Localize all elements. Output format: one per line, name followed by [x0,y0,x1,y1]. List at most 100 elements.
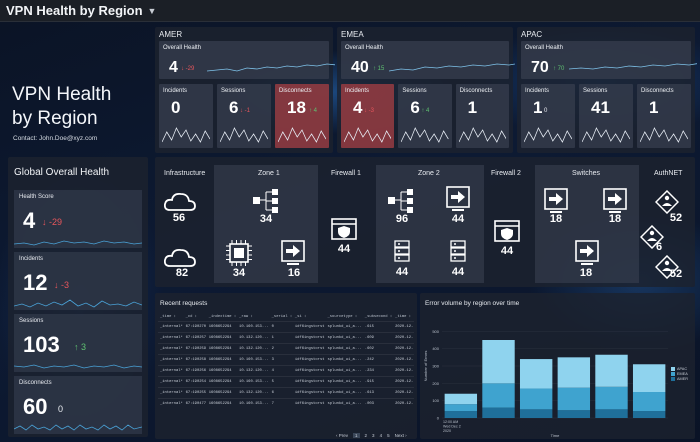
bar-amer-0[interactable] [444,411,478,418]
bar-amer-1[interactable] [482,407,515,418]
sessions-sparkline [14,364,142,369]
disconnects-tile[interactable]: Disconnects 1 [455,84,509,148]
y-tick-label: 100 [432,398,439,403]
table-cell: 2020-12- [393,397,414,409]
sessions-card[interactable]: Sessions 103 ↑ 3 [14,314,142,372]
bar-emea-4[interactable] [595,386,628,410]
column-header[interactable]: _time ↕ [160,314,176,319]
disconnects-tile[interactable]: Disconnects 1 [637,84,691,148]
column-header[interactable]: _cd ↕ [185,314,197,319]
x-tick-label: Wed Dec 2 [443,425,461,429]
arrow-box-icon[interactable] [544,188,568,214]
bar-apac-0[interactable] [444,393,478,405]
bar-apac-2[interactable] [519,359,553,389]
table-row[interactable]: _internal* 67:190256 1608652294 10.132.120.… [158,364,414,376]
legend-label-emea[interactable]: EMEA [677,372,688,376]
column-header[interactable]: _si ↕ [294,314,307,319]
sessions-tile[interactable]: Sessions 41 [579,84,633,148]
overall-health-tile[interactable]: Overall Health 70 ↑ 70 [521,41,697,79]
column-header[interactable]: _indextime ↕ [208,314,237,319]
table-cell: splunkd_ui_a... [325,353,363,365]
bar-amer-4[interactable] [595,409,628,418]
authnet-1-count: 52 [669,212,683,224]
table-cell: .613 [362,386,394,398]
bar-emea-3[interactable] [557,387,591,411]
incidents-tile[interactable]: Incidents 1 0 [521,84,575,148]
bar-apac-1[interactable] [482,340,515,384]
bar-apac-3[interactable] [557,357,591,388]
server-icon[interactable] [393,240,411,262]
arrow-box-icon[interactable] [575,240,599,266]
pager-page[interactable]: 2 [364,433,368,438]
overall-health-tile[interactable]: Overall Health 4 ↓ -29 [159,41,335,79]
column-header[interactable]: _raw ↕ [239,314,253,319]
pager-page[interactable]: 5 [387,433,390,438]
disconnects-tile[interactable]: Disconnects 18 ↑ 4 [275,84,329,148]
bar-emea-1[interactable] [482,383,515,408]
cloud-icon[interactable] [164,246,196,268]
bar-amer-3[interactable] [557,410,591,418]
network-hub-icon[interactable] [387,188,415,214]
sessions-tile[interactable]: Sessions 6 ↑ 4 [398,84,452,148]
firewall-icon[interactable] [494,220,520,242]
incidents-card[interactable]: Incidents 12 ↓ -3 [14,252,142,310]
incidents-tile[interactable]: Incidents 0 [159,84,213,148]
table-row[interactable]: _internal* 67:190259 1608652294 10.132.120.… [158,342,414,354]
health-sparkline [14,240,142,246]
bar-amer-5[interactable] [632,411,666,418]
y-axis-label: Number of Errors [423,351,428,382]
pager-page[interactable]: 1 [353,433,360,438]
bar-apac-5[interactable] [632,364,666,392]
bar-emea-0[interactable] [444,404,478,412]
pager-prev[interactable]: ‹ Prev [336,433,349,438]
table-cell: 3 [269,353,293,365]
table-row[interactable]: _internal* 67:190255 1608652294 10.132.120.… [158,386,414,398]
recent-requests-table: _time ↕ _cd ↕ _indextime ↕ _raw ↕ _serial ↕ _… [158,313,414,409]
table-cell: 1608652294 [206,331,238,343]
table-cell: 10.160.153... [237,397,270,409]
legend-label-amer[interactable]: AMER [677,377,688,381]
table-cell: idf6ingstorst [292,386,326,398]
column-header[interactable]: _serial ↕ [271,314,293,319]
authnet-label: AuthNET [654,170,683,177]
sessions-tile[interactable]: Sessions 6 ↓ -1 [217,84,271,148]
column-header[interactable]: _time ↕ [395,314,412,319]
auth-diamond-icon[interactable] [640,225,664,249]
bar-emea-2[interactable] [519,388,553,410]
table-header-row: _time ↕ _cd ↕ _indextime ↕ _raw ↕ _serial ↕ _… [158,313,414,321]
table-cell: idf6ingstorst [292,397,326,409]
bar-apac-4[interactable] [595,354,628,387]
table-row[interactable]: _internal* 67:190254 1608652294 10.160.153.… [158,375,414,387]
column-header[interactable]: _subsecond ↕ [364,314,393,319]
sessions-label: Sessions [402,88,427,94]
server-icon[interactable] [449,240,467,262]
auth-diamond-icon[interactable] [655,190,679,214]
table-cell: splunkd_ui_a... [325,320,363,332]
network-hub-icon[interactable] [252,188,280,214]
auth-diamond-icon[interactable] [655,255,679,279]
arrow-box-icon[interactable] [446,186,470,212]
table-row[interactable]: _internal* 67:190477 1608652294 10.160.153.… [158,397,414,409]
table-row[interactable]: _internal* 67:190258 1608652294 10.160.153.… [158,353,414,365]
firewall-icon[interactable] [331,218,357,240]
arrow-box-icon[interactable] [603,188,627,214]
column-header[interactable]: _sourcetype ↕ [327,314,358,319]
bar-emea-5[interactable] [632,392,666,412]
incidents-tile[interactable]: Incidents 4 ↓ -3 [341,84,395,148]
table-row[interactable]: _internal* 67:190270 1608652294 10.160.153.… [158,320,414,332]
pager-next[interactable]: Next › [394,433,407,438]
disconnects-card[interactable]: Disconnects 60 0 [14,376,142,434]
table-cell: _internal* [158,364,184,376]
legend-label-apac[interactable]: APAC [677,367,687,371]
overall-health-tile[interactable]: Overall Health 40 ↑ 15 [341,41,515,79]
pager-page[interactable]: 4 [379,433,383,438]
chevron-down-icon[interactable]: ▼ [147,5,157,16]
pager-page[interactable]: 3 [372,433,375,438]
zone-2-label: Zone 2 [418,170,440,177]
cloud-icon[interactable] [164,190,196,212]
arrow-box-icon[interactable] [281,240,305,266]
chip-icon[interactable] [226,240,252,266]
table-row[interactable]: _internal* 67:190257 1608652294 10.132.120.… [158,331,414,343]
health-score-card[interactable]: Health Score 4 ↓ -29 [14,190,142,248]
bar-amer-2[interactable] [519,409,553,418]
